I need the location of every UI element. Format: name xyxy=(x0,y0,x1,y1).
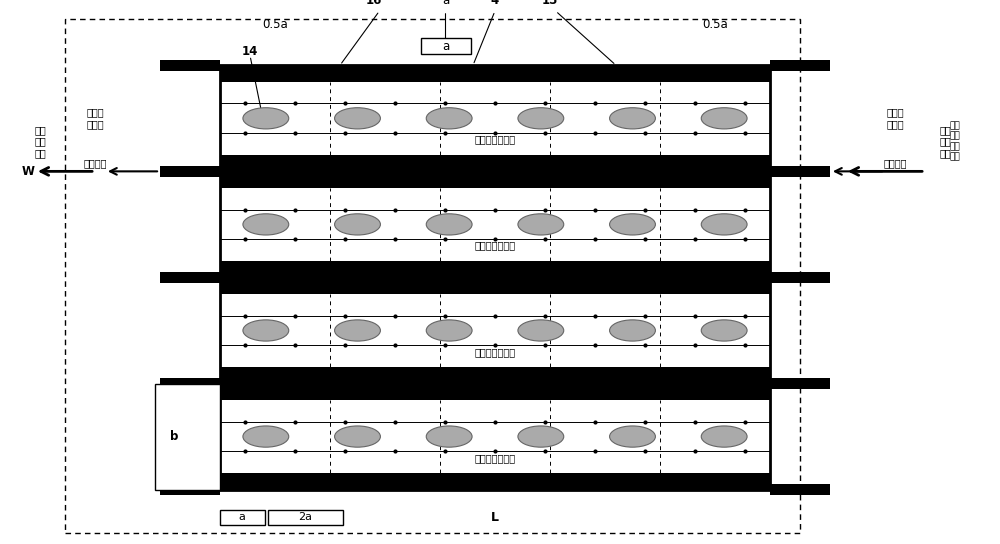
Bar xyxy=(160,378,220,389)
Ellipse shape xyxy=(426,108,472,129)
Text: 烟气出口: 烟气出口 xyxy=(83,158,107,168)
Text: 溶液喷雾反应区: 溶液喷雾反应区 xyxy=(474,453,516,463)
Ellipse shape xyxy=(426,214,472,235)
Text: 4: 4 xyxy=(491,0,499,7)
Text: a: a xyxy=(442,0,449,7)
Ellipse shape xyxy=(518,108,564,129)
Bar xyxy=(220,65,770,82)
Text: 2a: 2a xyxy=(298,512,312,522)
Bar xyxy=(160,166,220,177)
Ellipse shape xyxy=(610,214,655,235)
Ellipse shape xyxy=(701,214,747,235)
Bar xyxy=(160,272,220,283)
Bar xyxy=(268,510,343,525)
Text: W: W xyxy=(22,165,34,178)
Ellipse shape xyxy=(335,214,380,235)
Bar xyxy=(420,38,471,54)
Text: L: L xyxy=(491,511,499,524)
Ellipse shape xyxy=(518,214,564,235)
Ellipse shape xyxy=(335,320,380,341)
Text: a: a xyxy=(442,40,449,53)
Text: 冷却空
气出口: 冷却空 气出口 xyxy=(86,108,104,129)
Bar xyxy=(220,155,770,171)
Bar xyxy=(220,473,770,490)
Ellipse shape xyxy=(426,320,472,341)
Ellipse shape xyxy=(518,320,564,341)
Text: 16: 16 xyxy=(366,0,382,7)
Text: 0.5a: 0.5a xyxy=(262,18,288,31)
Text: 总的
烟气
入口: 总的 烟气 入口 xyxy=(939,125,951,158)
Ellipse shape xyxy=(243,426,289,447)
Bar xyxy=(155,384,220,490)
Ellipse shape xyxy=(243,214,289,235)
Text: 溶液喷雾反应区: 溶液喷雾反应区 xyxy=(474,240,516,251)
Text: a: a xyxy=(239,512,245,522)
Bar xyxy=(220,277,770,294)
Bar xyxy=(770,60,830,71)
Text: 总的
烟气
出口: 总的 烟气 出口 xyxy=(34,125,46,158)
Ellipse shape xyxy=(518,426,564,447)
Bar xyxy=(770,166,830,177)
Ellipse shape xyxy=(701,426,747,447)
Text: 溶液喷雾反应区: 溶液喷雾反应区 xyxy=(474,134,516,145)
Text: 14: 14 xyxy=(242,45,258,58)
Bar xyxy=(160,60,220,71)
Bar xyxy=(770,272,830,283)
Bar xyxy=(220,384,770,400)
Text: 烟气入口: 烟气入口 xyxy=(883,158,907,168)
Text: 0.5a: 0.5a xyxy=(702,18,728,31)
Bar xyxy=(220,171,770,188)
Text: 冷却
空气
总的
入口: 冷却 空气 总的 入口 xyxy=(950,121,960,162)
Text: 15: 15 xyxy=(542,0,558,7)
Ellipse shape xyxy=(243,320,289,341)
Ellipse shape xyxy=(243,108,289,129)
Bar xyxy=(220,510,265,525)
Ellipse shape xyxy=(426,426,472,447)
Text: b: b xyxy=(170,430,179,443)
Ellipse shape xyxy=(610,426,655,447)
Ellipse shape xyxy=(701,108,747,129)
Bar xyxy=(220,367,770,384)
Ellipse shape xyxy=(335,426,380,447)
Bar xyxy=(770,378,830,389)
Ellipse shape xyxy=(701,320,747,341)
Ellipse shape xyxy=(610,320,655,341)
Bar xyxy=(220,261,770,277)
Text: 冷却空
气入口: 冷却空 气入口 xyxy=(886,108,904,129)
Bar xyxy=(770,484,830,495)
Text: 溶液喷雾反应区: 溶液喷雾反应区 xyxy=(474,347,516,357)
Bar xyxy=(65,19,800,533)
Bar xyxy=(220,65,770,490)
Bar xyxy=(160,484,220,495)
Ellipse shape xyxy=(610,108,655,129)
Ellipse shape xyxy=(335,108,380,129)
